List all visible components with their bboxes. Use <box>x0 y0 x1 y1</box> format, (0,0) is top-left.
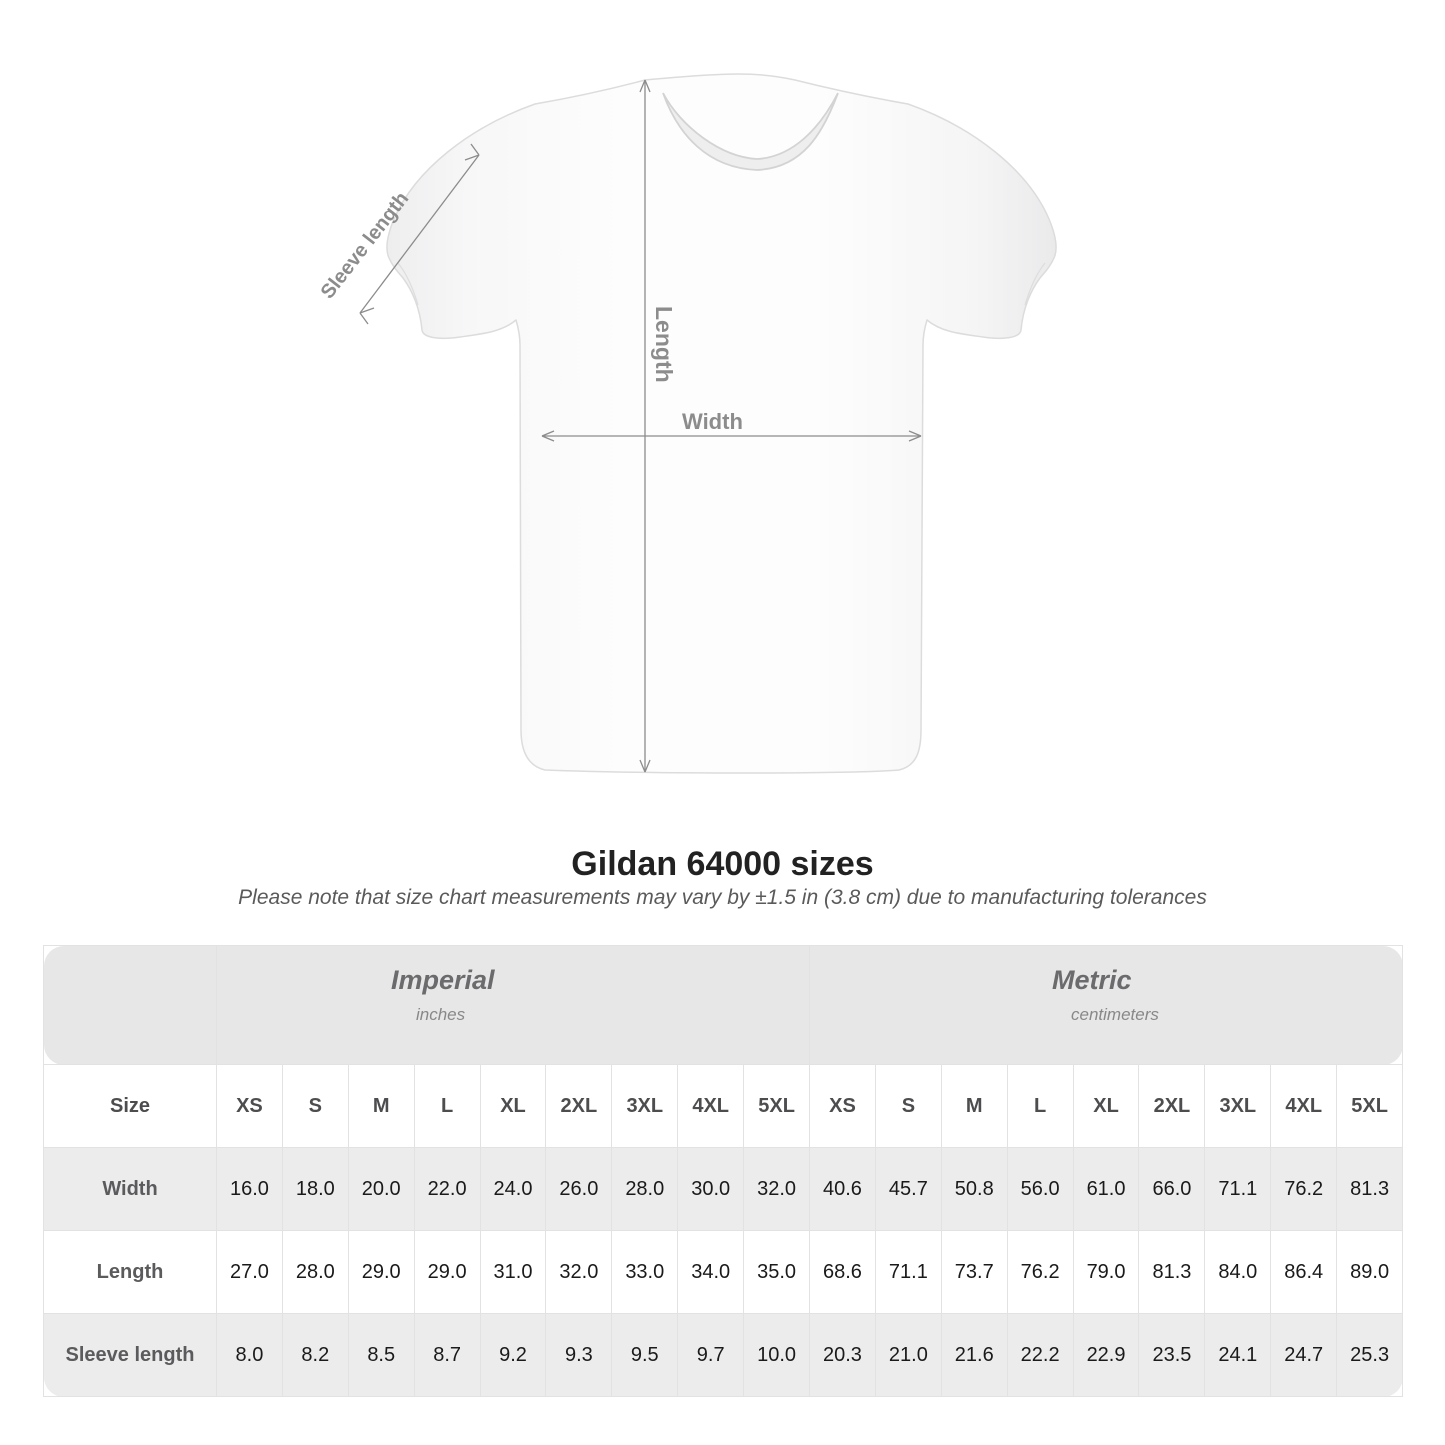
svg-text:Length: Length <box>651 306 677 383</box>
svg-text:Width: Width <box>682 409 743 434</box>
